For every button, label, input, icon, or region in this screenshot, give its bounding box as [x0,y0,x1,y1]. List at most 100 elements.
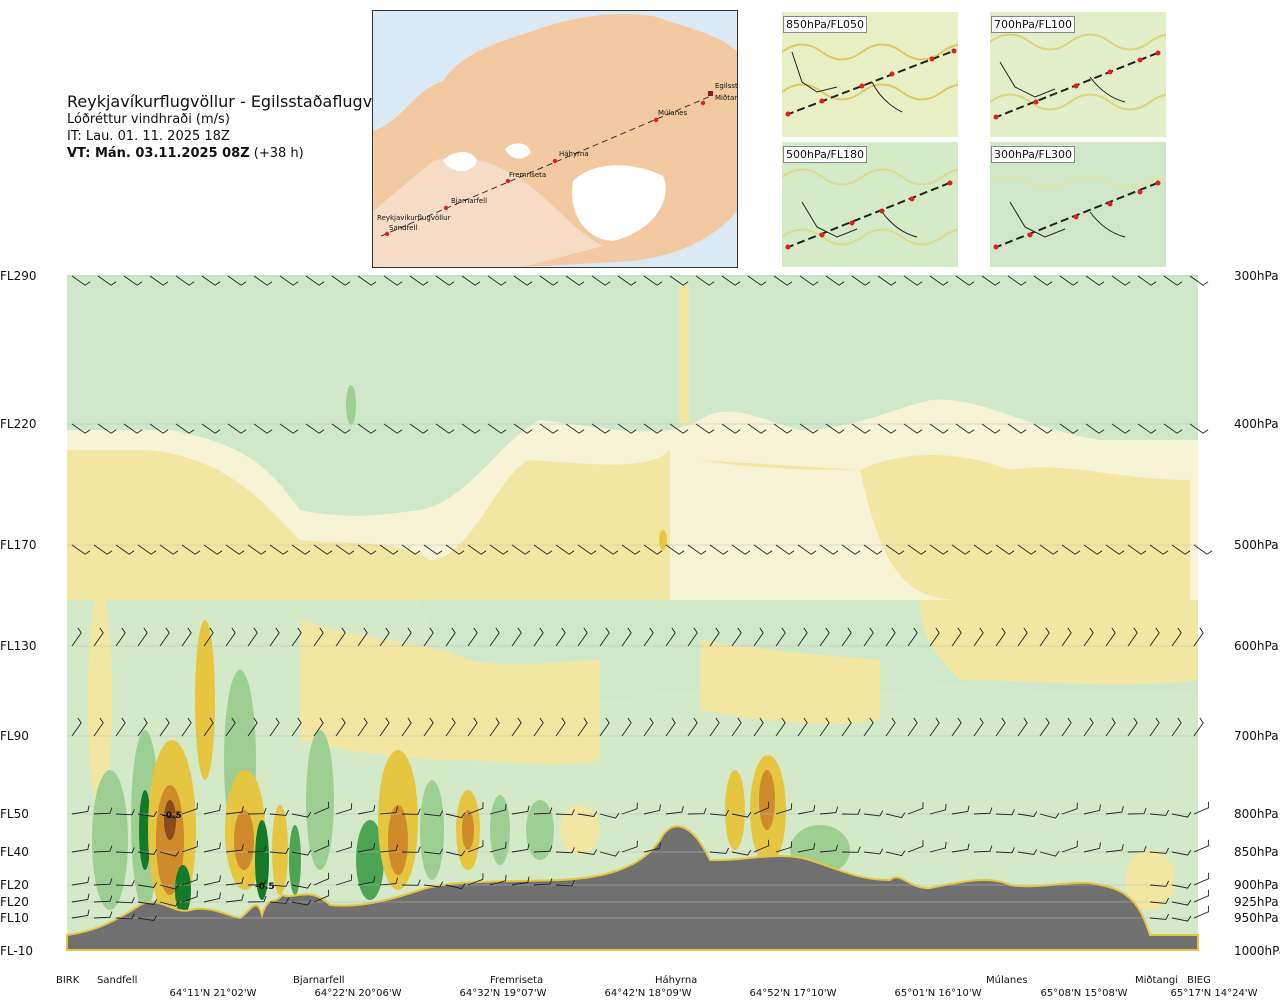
wind-barb [269,544,289,555]
flight-level-label: FL50 [0,807,29,821]
wind-barb [539,275,559,286]
map-label-fremriseta: Fremriseta [509,171,546,179]
station-label: Sandfell [97,975,138,986]
wind-barb [1171,544,1191,555]
wind-barb [709,847,730,854]
wind-barb [981,275,1001,286]
wind-barb [1039,717,1050,737]
wind-barb [973,717,984,737]
wind-barb [203,875,221,886]
wind-barb [1083,544,1103,555]
wind-barb [1193,801,1210,815]
wind-barb [335,841,353,853]
wind-barb [93,544,113,555]
wind-barb [951,843,970,853]
coordinate-label: 64°52'N 17°10'W [749,988,837,999]
wind-barb [591,275,611,286]
wind-barb [181,627,192,647]
wind-barb [1039,813,1060,819]
wind-barb [401,717,412,737]
flight-level-label: FL20 [0,895,29,909]
wind-barb [203,544,223,555]
wind-barb [1007,275,1027,286]
wind-barb [291,882,312,889]
wind-barb [159,544,179,555]
pressure-level-label: 950hPa [1234,911,1279,925]
wind-barb [305,275,325,286]
wind-barb [93,878,113,886]
wind-barb [461,275,481,286]
wind-barb [445,850,466,857]
wind-barb [487,423,507,434]
wind-barb [489,803,507,815]
wind-barb [1137,423,1157,434]
wind-barb [401,808,421,815]
wind-barb [539,423,559,434]
wind-barb [203,892,221,903]
wind-barb [1105,844,1124,853]
wind-barb [955,423,975,434]
wind-barb [1059,275,1079,286]
pressure-level-label: 1000hPa [1234,944,1280,958]
wind-barb [1105,717,1116,737]
wind-barb [1017,627,1028,647]
wind-barb [331,423,351,434]
wind-barb [1149,809,1170,816]
wind-barb [313,839,330,853]
wind-barb [93,911,113,919]
wind-barb [1033,275,1053,286]
station-label: Bjarnarfell [293,975,345,986]
wind-barb [71,275,91,286]
wind-barb [929,841,947,853]
wind-barb [1017,717,1028,737]
wind-barb [137,899,158,905]
wind-barb [721,423,741,434]
wind-barb [467,873,484,886]
wind-barb [305,423,325,434]
wind-barb [335,803,353,815]
wind-barb [621,627,632,647]
mini-map-300: 300hPa/FL300 [990,142,1166,267]
wind-barb [201,275,221,286]
wind-barb [533,717,544,737]
wind-barb [379,844,399,853]
wind-barb [313,627,324,647]
wind-barb [753,717,764,737]
wind-barb [851,423,871,434]
wind-barb [357,627,368,647]
wind-barb [951,627,962,647]
wind-barb [401,544,421,555]
wind-barb [225,627,236,647]
wind-barb [877,275,897,286]
wind-barb [643,423,663,434]
wind-barb [181,873,198,886]
pressure-level-label: 900hPa [1234,878,1279,892]
wind-barb [885,812,906,819]
wind-barb [279,275,299,286]
wind-barb [533,627,544,647]
wind-barb [1149,847,1170,854]
wind-barb [71,627,82,647]
wind-barb [995,544,1015,555]
wind-barb [253,275,273,286]
wind-barb [1171,882,1192,889]
wind-barb [1039,544,1059,555]
coordinate-label: 64°32'N 19°07'W [459,988,547,999]
wind-barb [137,627,148,647]
wind-barb [247,807,267,815]
station-label: BIRK [56,975,80,986]
wind-barb [533,544,553,555]
wind-barb [467,717,478,737]
wind-barb [687,627,698,647]
wind-barb [1061,544,1081,555]
wind-barb [555,809,575,816]
wind-barb [71,544,91,555]
coordinate-label: 65°08'N 15°08'W [1040,988,1128,999]
wind-barb [93,845,113,853]
wind-barb [149,423,169,434]
wind-barb [379,877,399,886]
wind-barb [1111,423,1131,434]
wind-barb [115,913,135,920]
wind-barb [669,423,689,434]
wind-barb [1061,627,1072,647]
